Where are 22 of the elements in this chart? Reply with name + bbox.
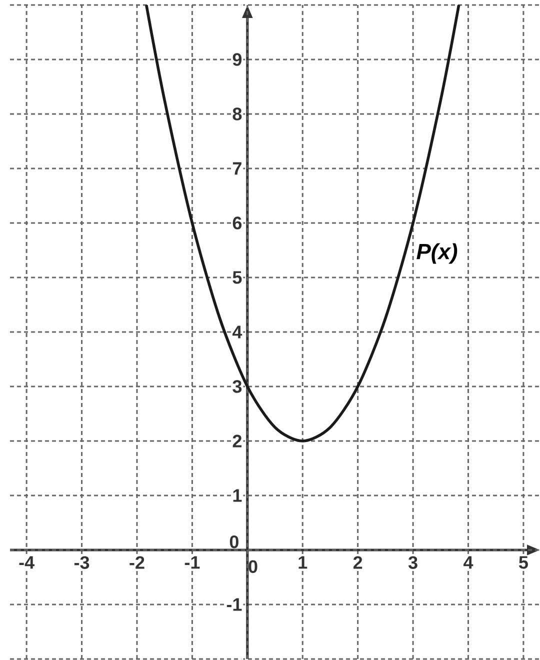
y-tick-label: 4 bbox=[232, 326, 242, 338]
y-tick-label: 3 bbox=[232, 380, 242, 393]
x-tick-label: 2 bbox=[353, 556, 362, 569]
y-tick-label: 2 bbox=[232, 434, 242, 448]
x-tick-label: 3 bbox=[408, 556, 418, 569]
y-tick-label: 6 bbox=[232, 216, 242, 230]
x-tick-label: -3 bbox=[74, 556, 90, 569]
y-tick-label: 1 bbox=[233, 489, 242, 502]
x-tick-label: 5 bbox=[518, 556, 528, 569]
x-tick-label: -2 bbox=[130, 556, 144, 569]
x-tick-label: 4 bbox=[463, 556, 474, 569]
x-tick-label: 0 bbox=[248, 560, 258, 573]
y-tick-label: 7 bbox=[232, 162, 242, 175]
y-tick-label: 0 bbox=[230, 535, 238, 548]
y-tick-label: 8 bbox=[232, 108, 242, 120]
series-label: P(x) bbox=[416, 243, 458, 264]
x-tick-label: -1 bbox=[184, 556, 200, 569]
x-tick-label: 1 bbox=[298, 556, 308, 569]
y-tick-label: 9 bbox=[232, 53, 242, 66]
x-tick-label: -4 bbox=[19, 556, 34, 569]
y-tick-label: 5 bbox=[232, 271, 242, 284]
y-tick-label: -1 bbox=[226, 598, 242, 611]
